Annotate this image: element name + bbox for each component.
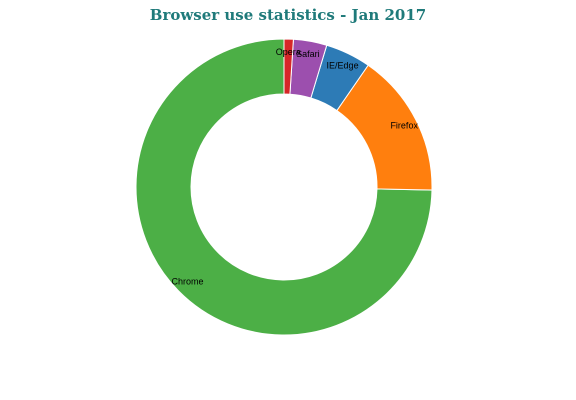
slice-label-safari: Safari: [296, 49, 320, 59]
slice-label-chrome: Chrome: [172, 276, 204, 286]
slice-safari[interactable]: [289, 38, 328, 99]
slices-group: [135, 38, 433, 336]
slice-label-firefox: Firefox: [390, 121, 418, 131]
slice-chrome[interactable]: [135, 38, 433, 336]
slice-label-ie-edge: IE/Edge: [327, 60, 359, 70]
chart-title: Browser use statistics - Jan 2017: [149, 6, 427, 24]
slice-opera[interactable]: [283, 38, 294, 95]
slice-label-opera: Opera: [276, 47, 301, 57]
slice-firefox[interactable]: [336, 64, 433, 191]
slice-ie-edge[interactable]: [310, 44, 369, 112]
